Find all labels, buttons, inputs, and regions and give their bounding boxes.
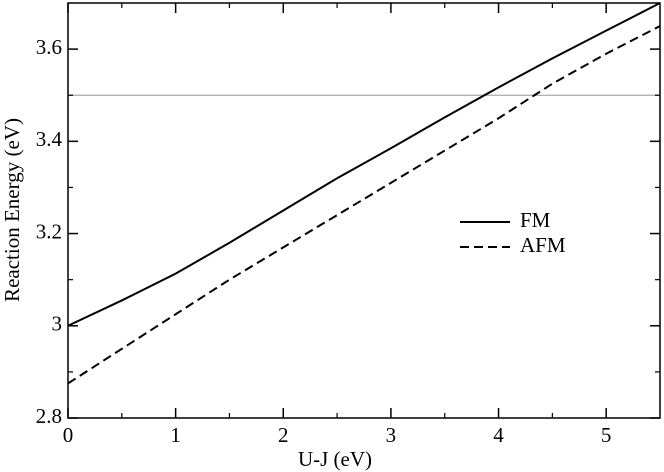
plot-frame: [67, 2, 661, 419]
x-tick-label: 5: [601, 423, 612, 447]
x-tick-label: 1: [170, 423, 181, 447]
x-tick-label: 4: [493, 423, 504, 447]
x-axis-label: U-J (eV): [298, 447, 372, 471]
y-tick-label: 3.4: [36, 127, 63, 151]
legend-label: AFM: [520, 233, 566, 257]
y-tick-label: 3.2: [36, 219, 62, 243]
y-axis-label: Reaction Energy (eV): [0, 118, 24, 302]
x-tick-label: 2: [278, 423, 289, 447]
y-tick-label: 3: [52, 312, 63, 336]
series-line: [67, 25, 661, 385]
legend-label: FM: [520, 208, 551, 232]
y-tick-label: 2.8: [36, 404, 62, 428]
x-tick-label: 3: [386, 423, 397, 447]
y-tick-label: 3.6: [36, 35, 62, 59]
x-tick-label: 0: [63, 423, 74, 447]
series-line: [67, 2, 661, 327]
